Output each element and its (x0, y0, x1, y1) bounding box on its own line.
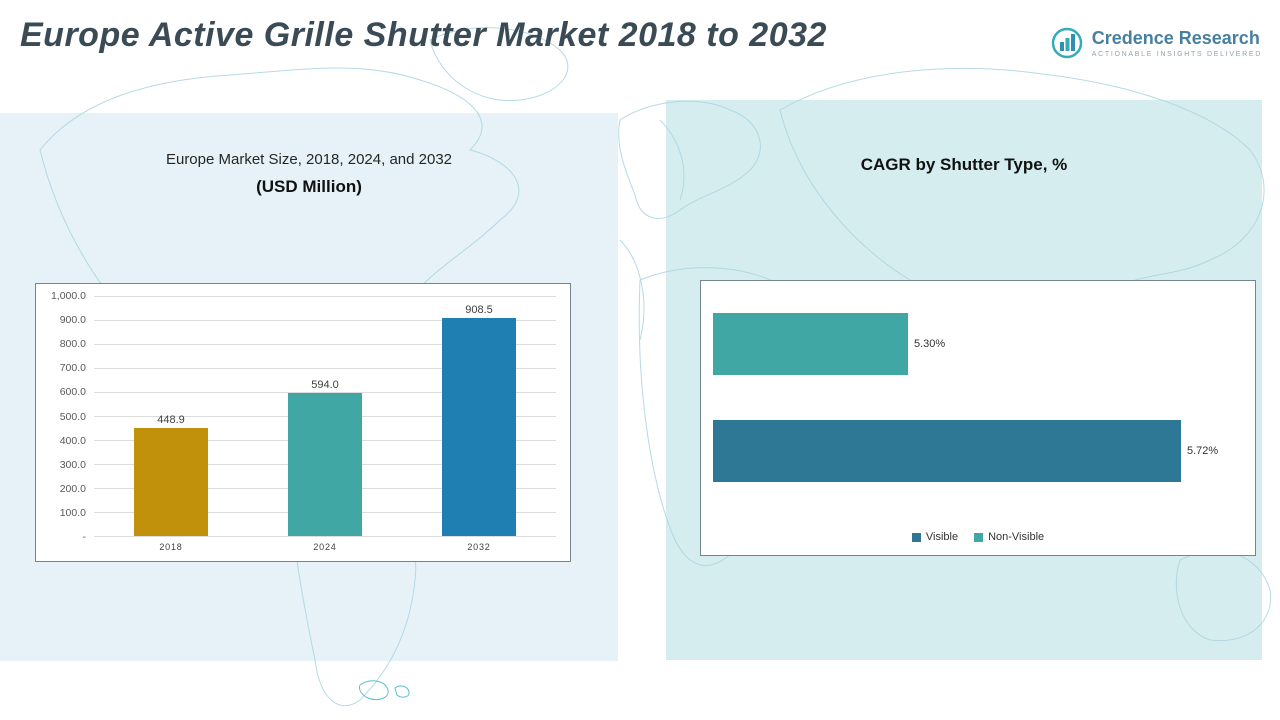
market-size-chart-subtitle: (USD Million) (256, 177, 362, 196)
bar-value-label: 5.30% (914, 338, 946, 350)
brand-logo: Credence Research Actionable Insights De… (1050, 26, 1262, 60)
legend-item-non-visible: Non-Visible (974, 531, 1044, 543)
bar-Non-Visible (713, 313, 908, 375)
bar-2018 (134, 428, 208, 536)
cagr-chart-title: CAGR by Shutter Type, % (860, 155, 1068, 174)
x-tick-label: 2032 (467, 542, 491, 552)
x-tick-label: 2024 (313, 542, 337, 552)
market-size-chart-title: Europe Market Size, 2018, 2024, and 2032 (165, 151, 453, 168)
y-tick-label: 900.0 (59, 314, 86, 327)
market-size-chart: 1,000.0 900.0 800.0 700.0 600.0 500.0 400.0 300… (35, 283, 571, 562)
y-tick-label: 1,000.0 (50, 290, 86, 302)
logo-brand-name: Credence Research (1091, 28, 1260, 48)
y-tick-label: 400.0 (59, 434, 86, 447)
cagr-legend: Visible Non-Visible (701, 531, 1255, 543)
y-tick-label: 500.0 (59, 410, 86, 423)
logo-tagline: Actionable Insights Delivered (1091, 51, 1262, 58)
bar-value-label: 448.9 (157, 414, 185, 427)
page-title: Europe Active Grille Shutter Market 2018… (20, 16, 827, 54)
bar-value-label: 5.72% (1187, 445, 1219, 457)
y-tick-label: 600.0 (59, 386, 86, 399)
y-tick-label: 200.0 (59, 482, 86, 495)
bar-slot-2018: 448.9 (94, 296, 248, 536)
y-tick-label: 100.0 (59, 506, 86, 519)
cagr-bar-row-Non-Visible: 5.30% (713, 313, 1233, 375)
bar-value-label: 908.5 (465, 303, 493, 316)
bar-2032 (442, 317, 516, 536)
legend-swatch (974, 532, 984, 542)
market-size-x-axis: 2018 2024 2032 (94, 537, 556, 553)
cagr-bar-row-Visible: 5.72% (713, 420, 1233, 482)
market-size-bars: 448.9 594.0 908.5 (94, 296, 556, 536)
y-tick-label: 800.0 (59, 338, 86, 351)
bar-slot-2032: 908.5 (402, 296, 556, 536)
bar-2024 (288, 393, 362, 536)
market-size-y-axis: 1,000.0 900.0 800.0 700.0 600.0 500.0 400.0 300… (44, 290, 94, 543)
bar-chart-logo-icon (1051, 27, 1082, 59)
bar-slot-2024: 594.0 (248, 296, 402, 536)
cagr-plot: 5.30% 5.72% (713, 313, 1233, 493)
gridline (94, 536, 556, 537)
y-tick-label: - (82, 531, 87, 543)
bar-Visible (713, 420, 1181, 482)
logo-text: Credence Research Actionable Insights De… (1092, 28, 1262, 58)
bar-value-label: 594.0 (311, 379, 339, 392)
market-size-chart-inner: 1,000.0 900.0 800.0 700.0 600.0 500.0 400.0 300… (44, 290, 556, 553)
x-tick-label: 2018 (159, 542, 183, 552)
legend-label: Visible (925, 531, 959, 543)
legend-swatch (911, 532, 921, 542)
y-tick-label: 700.0 (59, 362, 86, 375)
legend-item-visible: Visible (911, 531, 959, 543)
legend-label: Non-Visible (988, 531, 1045, 543)
cagr-chart: 5.30% 5.72% Visible Non-Visible (700, 280, 1256, 556)
market-size-plot: 448.9 594.0 908.5 (94, 296, 556, 537)
y-tick-label: 300.0 (59, 458, 86, 471)
